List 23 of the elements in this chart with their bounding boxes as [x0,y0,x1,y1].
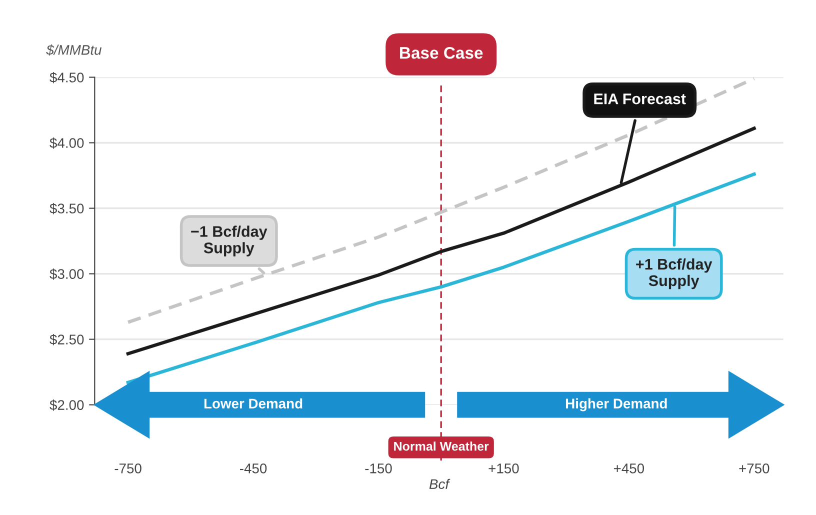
x-tick-label: -750 [114,463,142,474]
y-tick-label: $4.50 [50,72,84,84]
x-tick-label: +750 [739,463,770,474]
y-tick-label: $2.00 [50,400,84,411]
series-label: −1 Bcf/day Supply [191,226,268,256]
y-axis-title: $/MMBtu [46,44,102,56]
y-tick-label: $3.50 [50,203,84,214]
annotation: Higher Demand [566,398,667,412]
text: Normal Weather [394,442,489,451]
y-tick-label: $3.00 [50,268,84,280]
text: +1 Bcf/day Supply [636,258,712,290]
x-tick-label: -150 [365,463,392,474]
line-series [126,77,756,324]
annotation: Lower Demand [204,398,302,409]
x-tick-label: -450 [240,463,267,474]
x-tick-label: +150 [488,463,519,474]
line-series [126,172,756,384]
y-tick-label: $4.00 [50,138,84,149]
ref-line-label: Base Case [400,46,483,59]
y-tick-label: $2.50 [50,334,84,346]
x-tick-label: +450 [614,463,644,474]
text: EIA Forecast [594,94,686,104]
x-axis-title: Bcf [429,478,450,490]
